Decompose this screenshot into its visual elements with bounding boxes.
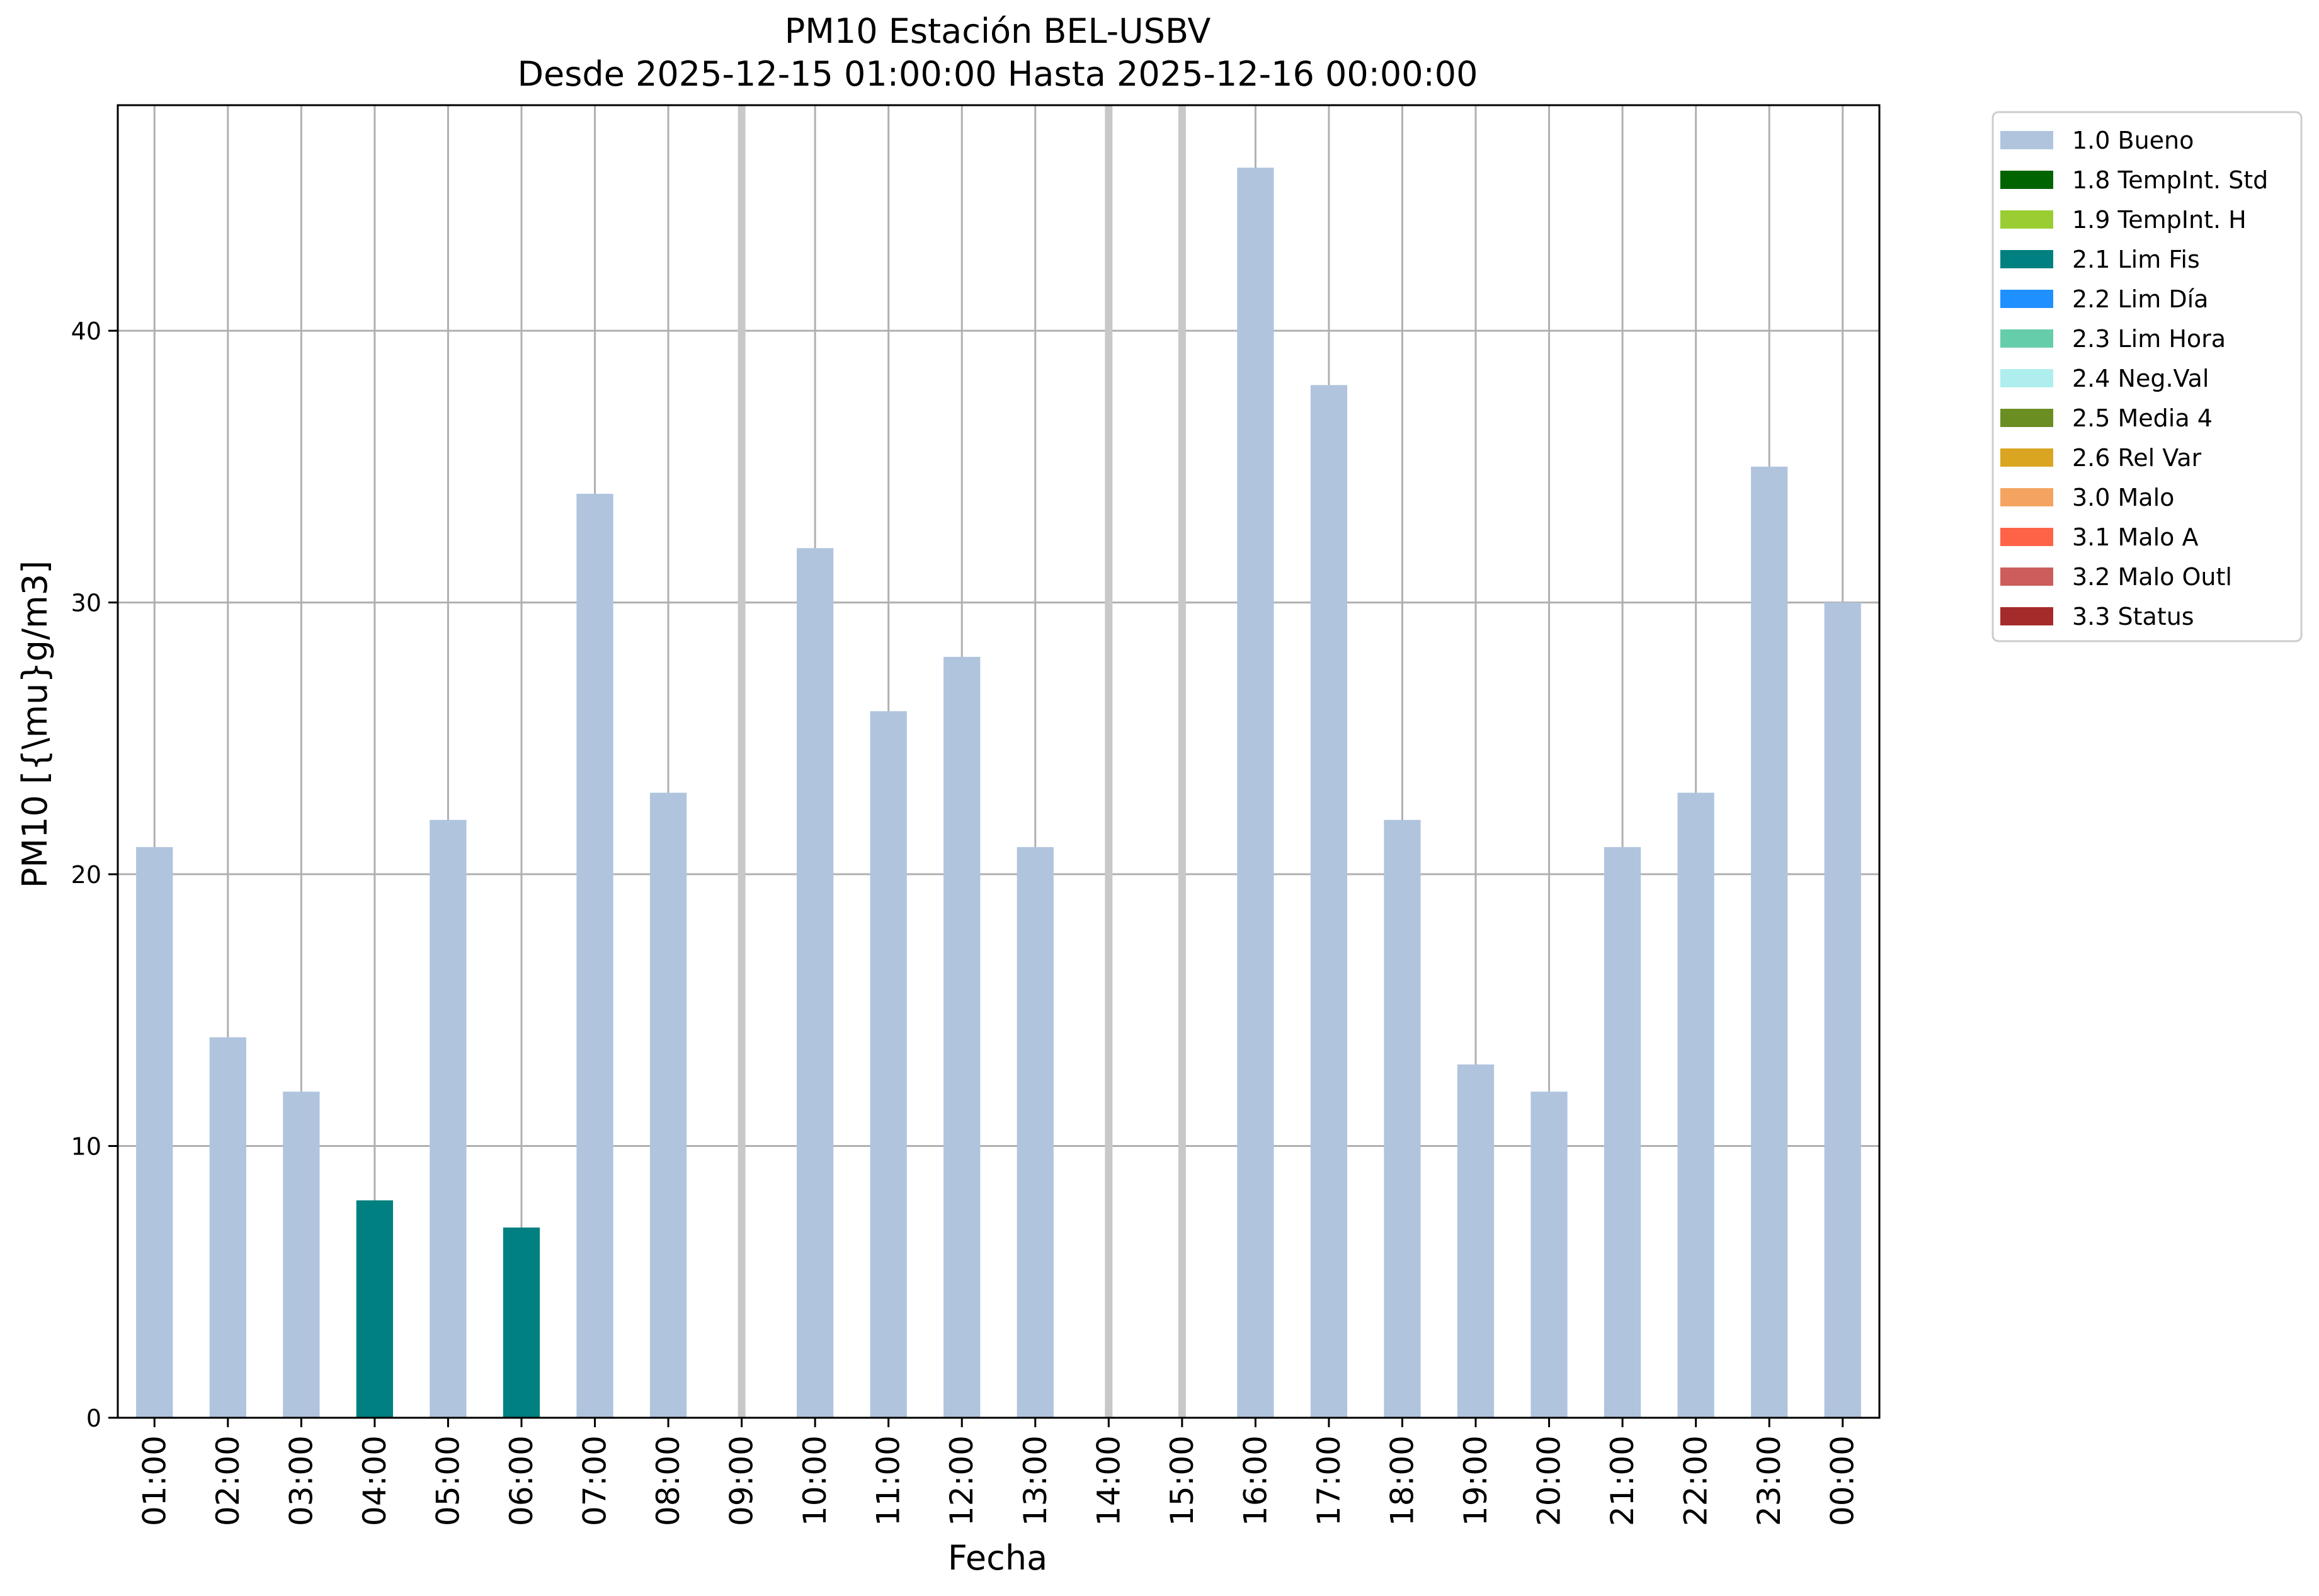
bar [649,792,687,1418]
x-tick-label: 13:00 [1017,1435,1054,1526]
legend-label: 3.3 Status [2072,603,2194,630]
x-tick-label: 02:00 [210,1435,246,1526]
x-tick-label: 05:00 [430,1435,466,1526]
legend-label: 3.2 Malo Outl [2072,563,2232,591]
bar [1824,602,1861,1418]
bar [283,1092,320,1418]
y-tick-label: 40 [71,317,101,345]
y-tick-label: 0 [86,1405,101,1432]
bar [943,656,981,1418]
chart-subtitle: Desde 2025-12-15 01:00:00 Hasta 2025-12-… [517,54,1478,94]
x-tick-label: 06:00 [503,1435,540,1526]
bar [356,1200,394,1418]
x-tick-label: 20:00 [1531,1435,1568,1526]
legend-swatch [2000,607,2053,625]
x-tick-label: 17:00 [1311,1435,1347,1526]
legend-label: 1.8 TempInt. Std [2072,166,2268,194]
bar [1604,846,1641,1418]
bar [870,711,907,1418]
x-tick-label: 12:00 [943,1435,980,1526]
x-tick-label: 01:00 [136,1435,173,1526]
y-axis-label: PM10 [{\mu}g/m3] [15,561,55,888]
legend-swatch [2000,567,2053,586]
legend-label: 3.0 Malo [2072,484,2174,511]
legend-swatch [2000,131,2053,149]
legend-label: 3.1 Malo A [2072,523,2198,551]
bar [430,819,467,1418]
y-tick-label: 20 [71,861,101,889]
legend-label: 2.6 Rel Var [2072,444,2202,472]
legend-swatch [2000,329,2053,348]
x-tick-label: 11:00 [870,1435,907,1526]
x-tick-label: 03:00 [283,1435,319,1526]
bars [136,168,1861,1418]
x-tick-label: 21:00 [1604,1435,1641,1526]
legend-label: 2.4 Neg.Val [2072,365,2209,392]
legend-swatch [2000,369,2053,387]
x-tick-label: 09:00 [724,1435,760,1526]
legend-swatch [2000,409,2053,427]
bar [1530,1092,1568,1418]
x-tick-label: 00:00 [1825,1435,1861,1526]
x-tick-label: 14:00 [1090,1435,1127,1526]
missing-data-marker [1105,105,1113,1418]
chart-title: PM10 Estación BEL-USBV [785,11,1211,51]
legend: 1.0 Bueno 1.8 TempInt. Std 1.9 TempInt. H 2… [1991,111,2303,642]
bar [209,1037,246,1418]
bar [1677,792,1714,1418]
bar [136,846,173,1418]
bar [576,494,613,1418]
x-tick-label: 04:00 [356,1435,393,1526]
bar [1457,1064,1495,1418]
legend-label: 2.5 Media 4 [2072,404,2213,432]
bar [1384,819,1421,1418]
missing-data-marker [738,105,746,1418]
bar [1310,385,1348,1418]
y-axis-ticks: 0 10 20 30 40 [71,317,118,1432]
x-tick-label: 08:00 [650,1435,687,1526]
legend-label: 2.1 Lim Fis [2072,246,2200,273]
legend-box [1991,111,2303,642]
legend-swatch [2000,250,2053,268]
legend-swatch [2000,448,2053,467]
bar [1751,466,1788,1418]
bar [503,1227,540,1418]
x-tick-label: 10:00 [797,1435,833,1526]
bar [797,548,834,1418]
legend-swatch [2000,488,2053,506]
bar [1237,168,1274,1418]
x-tick-label: 23:00 [1751,1435,1787,1526]
missing-markers [738,105,1186,1418]
x-axis-ticks: 01:00 02:00 03:00 04:00 05:00 06:00 07:00 08:00… [136,1418,1861,1526]
legend-swatch [2000,290,2053,308]
x-tick-label: 16:00 [1237,1435,1273,1526]
y-tick-label: 30 [71,590,101,617]
bar [1017,846,1054,1418]
legend-label: 2.3 Lim Hora [2072,325,2226,353]
x-tick-label: 22:00 [1678,1435,1714,1526]
legend-swatch [2000,528,2053,546]
legend-label: 2.2 Lim Día [2072,285,2208,313]
x-tick-label: 19:00 [1457,1435,1494,1526]
legend-swatch [2000,210,2053,229]
legend-label: 1.9 TempInt. H [2072,206,2247,234]
y-tick-label: 10 [71,1133,101,1161]
plot-frame [117,104,1881,1419]
x-axis-label: Fecha [948,1538,1047,1578]
missing-data-marker [1178,105,1186,1418]
x-tick-label: 07:00 [577,1435,613,1526]
legend-swatch [2000,171,2053,189]
legend-label: 1.0 Bueno [2072,127,2194,154]
x-tick-label: 15:00 [1164,1435,1200,1526]
x-tick-label: 18:00 [1384,1435,1420,1526]
